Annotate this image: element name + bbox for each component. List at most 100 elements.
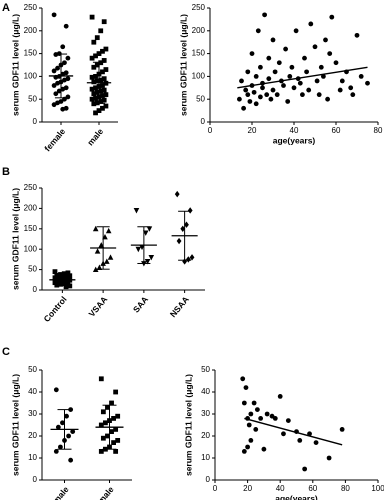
data-point bbox=[103, 92, 109, 98]
y-tick-label: 30 bbox=[201, 409, 210, 418]
data-point bbox=[281, 83, 286, 88]
data-point bbox=[285, 99, 291, 104]
data-point bbox=[103, 420, 108, 426]
data-point bbox=[261, 446, 267, 452]
data-point bbox=[266, 76, 272, 82]
x-tick-label: 60 bbox=[332, 126, 341, 135]
data-point bbox=[67, 273, 73, 279]
data-point bbox=[65, 281, 71, 286]
y-tick-label: 40 bbox=[201, 387, 210, 396]
data-point bbox=[100, 93, 105, 98]
data-point bbox=[348, 85, 354, 91]
data-point bbox=[93, 53, 98, 59]
y-tick-label: 100 bbox=[192, 72, 206, 81]
data-point bbox=[276, 60, 282, 66]
data-point bbox=[51, 68, 57, 74]
data-point bbox=[53, 449, 59, 454]
data-point bbox=[100, 83, 105, 88]
x-tick-label: Control bbox=[42, 294, 69, 324]
data-point bbox=[248, 438, 254, 443]
y-tick-label: 250 bbox=[24, 3, 38, 12]
y-tick-label: 10 bbox=[201, 453, 210, 462]
y-axis-label: serum GDF11 level (μg/L) bbox=[10, 188, 20, 290]
data-point bbox=[93, 85, 98, 91]
data-point bbox=[94, 78, 100, 84]
x-axis-label: age(years) bbox=[273, 135, 316, 145]
data-point bbox=[274, 92, 280, 98]
x-tick-label: female bbox=[46, 484, 71, 500]
data-point bbox=[258, 416, 264, 421]
data-point bbox=[258, 64, 263, 70]
data-point bbox=[91, 79, 97, 85]
data-point bbox=[89, 86, 95, 92]
data-point bbox=[272, 69, 278, 75]
data-point bbox=[245, 444, 251, 450]
data-point bbox=[133, 208, 140, 214]
data-point bbox=[96, 51, 102, 56]
y-tick-label: 50 bbox=[28, 265, 37, 274]
x-tick-label: 0 bbox=[213, 484, 218, 493]
data-point bbox=[248, 411, 254, 417]
x-tick-label: 0 bbox=[208, 126, 213, 135]
y-tick-label: 200 bbox=[192, 26, 206, 35]
x-tick-label: SAA bbox=[131, 294, 150, 314]
data-point bbox=[308, 21, 314, 27]
x-tick-label: NSAA bbox=[168, 294, 191, 319]
data-point bbox=[144, 259, 151, 265]
data-point bbox=[253, 101, 259, 107]
data-point bbox=[287, 74, 293, 79]
data-point bbox=[91, 91, 97, 97]
x-tick-label: 60 bbox=[308, 484, 317, 493]
y-tick-label: 10 bbox=[28, 453, 37, 462]
data-point bbox=[60, 106, 66, 112]
data-point bbox=[53, 91, 59, 97]
data-point bbox=[101, 58, 107, 63]
data-point bbox=[329, 14, 335, 20]
y-axis-label: serum GDF11 level (μg/L) bbox=[178, 14, 188, 116]
data-point bbox=[354, 32, 360, 38]
y-tick-label: 50 bbox=[28, 94, 37, 103]
data-point bbox=[115, 413, 121, 419]
x-tick-label: male bbox=[96, 484, 116, 500]
data-point bbox=[283, 46, 288, 52]
data-point bbox=[93, 95, 98, 101]
y-tick-label: 0 bbox=[201, 117, 206, 126]
trend-line bbox=[244, 417, 343, 446]
data-point bbox=[91, 39, 97, 45]
data-point bbox=[98, 88, 104, 94]
data-point bbox=[101, 87, 107, 93]
y-tick-label: 0 bbox=[33, 475, 38, 484]
data-point bbox=[293, 28, 299, 34]
x-axis-label: age(years) bbox=[275, 493, 318, 500]
y-tick-label: 40 bbox=[28, 387, 37, 396]
data-point bbox=[61, 281, 67, 287]
data-point bbox=[60, 420, 65, 426]
data-point bbox=[98, 449, 104, 454]
data-point bbox=[135, 246, 142, 253]
data-point bbox=[89, 96, 95, 102]
data-point bbox=[264, 92, 270, 98]
data-point bbox=[94, 62, 100, 68]
data-point bbox=[93, 110, 98, 116]
data-point bbox=[270, 37, 276, 43]
data-point bbox=[65, 55, 71, 61]
data-point bbox=[297, 438, 303, 443]
data-point bbox=[174, 190, 180, 198]
data-point bbox=[239, 78, 244, 84]
data-point bbox=[66, 433, 71, 439]
data-point bbox=[113, 427, 119, 432]
data-point bbox=[187, 207, 193, 214]
data-point bbox=[325, 96, 330, 102]
data-point bbox=[101, 97, 107, 103]
data-point bbox=[89, 14, 95, 20]
y-axis-label: serum GDF11 level (μg/L) bbox=[10, 14, 20, 116]
y-tick-label: 200 bbox=[24, 26, 38, 35]
data-point bbox=[64, 413, 69, 419]
data-point bbox=[94, 248, 101, 254]
data-point bbox=[268, 96, 274, 102]
data-point bbox=[321, 74, 326, 79]
data-point bbox=[251, 89, 257, 95]
data-point bbox=[55, 65, 60, 71]
data-point bbox=[55, 80, 60, 86]
data-point bbox=[260, 85, 265, 91]
